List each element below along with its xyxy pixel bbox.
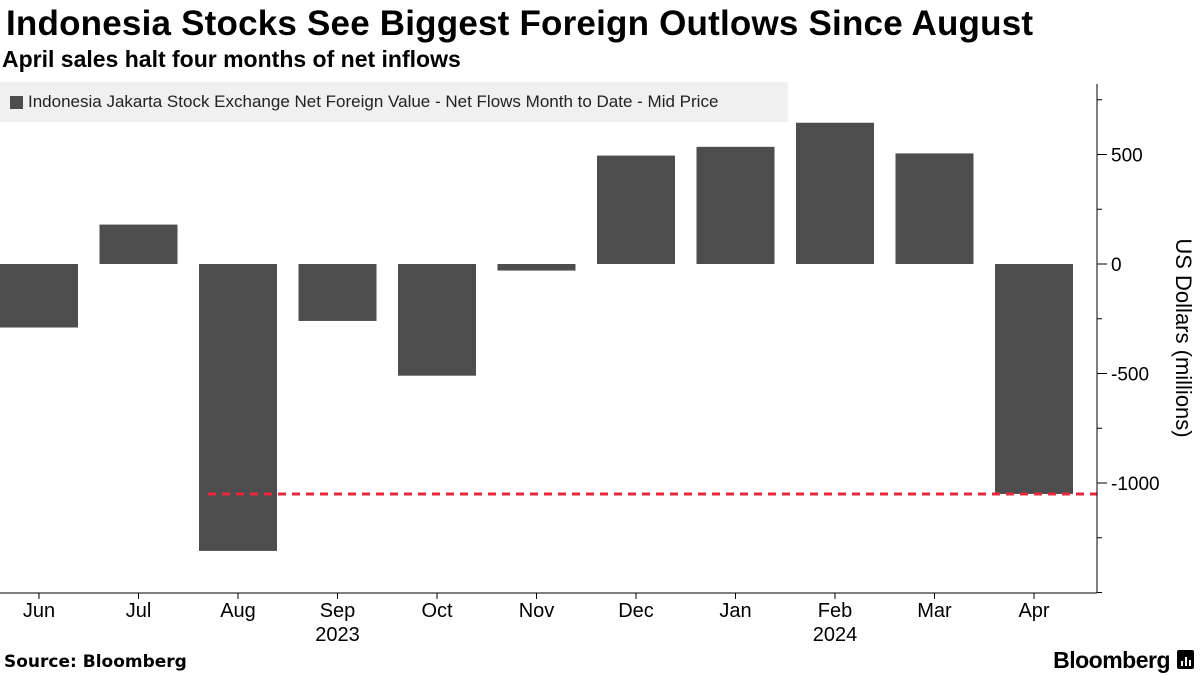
x-tick-label-sep: Sep <box>320 600 356 622</box>
chart-title: Indonesia Stocks See Biggest Foreign Out… <box>6 4 1034 43</box>
legend: Indonesia Jakarta Stock Exchange Net For… <box>0 82 788 122</box>
y-tick-label: -1000 <box>1111 474 1160 495</box>
bar-oct <box>398 264 476 376</box>
year-label-2023: 2023 <box>315 624 360 646</box>
y-axis-title: US Dollars (millions) <box>1171 238 1196 437</box>
source-note: Source: Bloomberg <box>4 652 187 672</box>
x-tick-label-apr: Apr <box>1018 600 1049 622</box>
x-tick-label-feb: Feb <box>818 600 852 622</box>
bar-nov <box>497 264 576 271</box>
bar-aug <box>199 264 277 551</box>
bloomberg-logo: Bloomberg <box>1053 647 1170 673</box>
year-label-2024: 2024 <box>813 624 858 646</box>
bar-mar <box>895 153 974 264</box>
x-tick-label-mar: Mar <box>917 600 952 622</box>
bar-apr <box>995 264 1073 494</box>
bar-jan <box>696 146 775 264</box>
bar-jul <box>99 224 178 264</box>
x-tick-label-jan: Jan <box>719 600 751 622</box>
bar-dec <box>597 155 675 264</box>
x-tick-label-oct: Oct <box>421 600 453 622</box>
bar-sep <box>298 264 377 321</box>
legend-label: Indonesia Jakarta Stock Exchange Net For… <box>28 92 719 111</box>
x-tick-label-nov: Nov <box>519 600 555 622</box>
y-tick-label: 500 <box>1111 146 1143 167</box>
x-tick-label-dec: Dec <box>618 600 654 622</box>
x-tick-label-jun: Jun <box>23 600 55 622</box>
legend-swatch <box>10 95 23 109</box>
x-tick-label-jul: Jul <box>126 600 152 622</box>
bar-jun <box>0 264 78 328</box>
bloomberg-terminal-icon <box>1177 650 1194 669</box>
y-tick-label: 0 <box>1111 255 1122 276</box>
bar-feb <box>796 122 874 265</box>
y-tick-label: -500 <box>1111 365 1149 386</box>
x-tick-label-aug: Aug <box>220 600 256 622</box>
chart-subtitle: April sales halt four months of net infl… <box>2 46 461 72</box>
